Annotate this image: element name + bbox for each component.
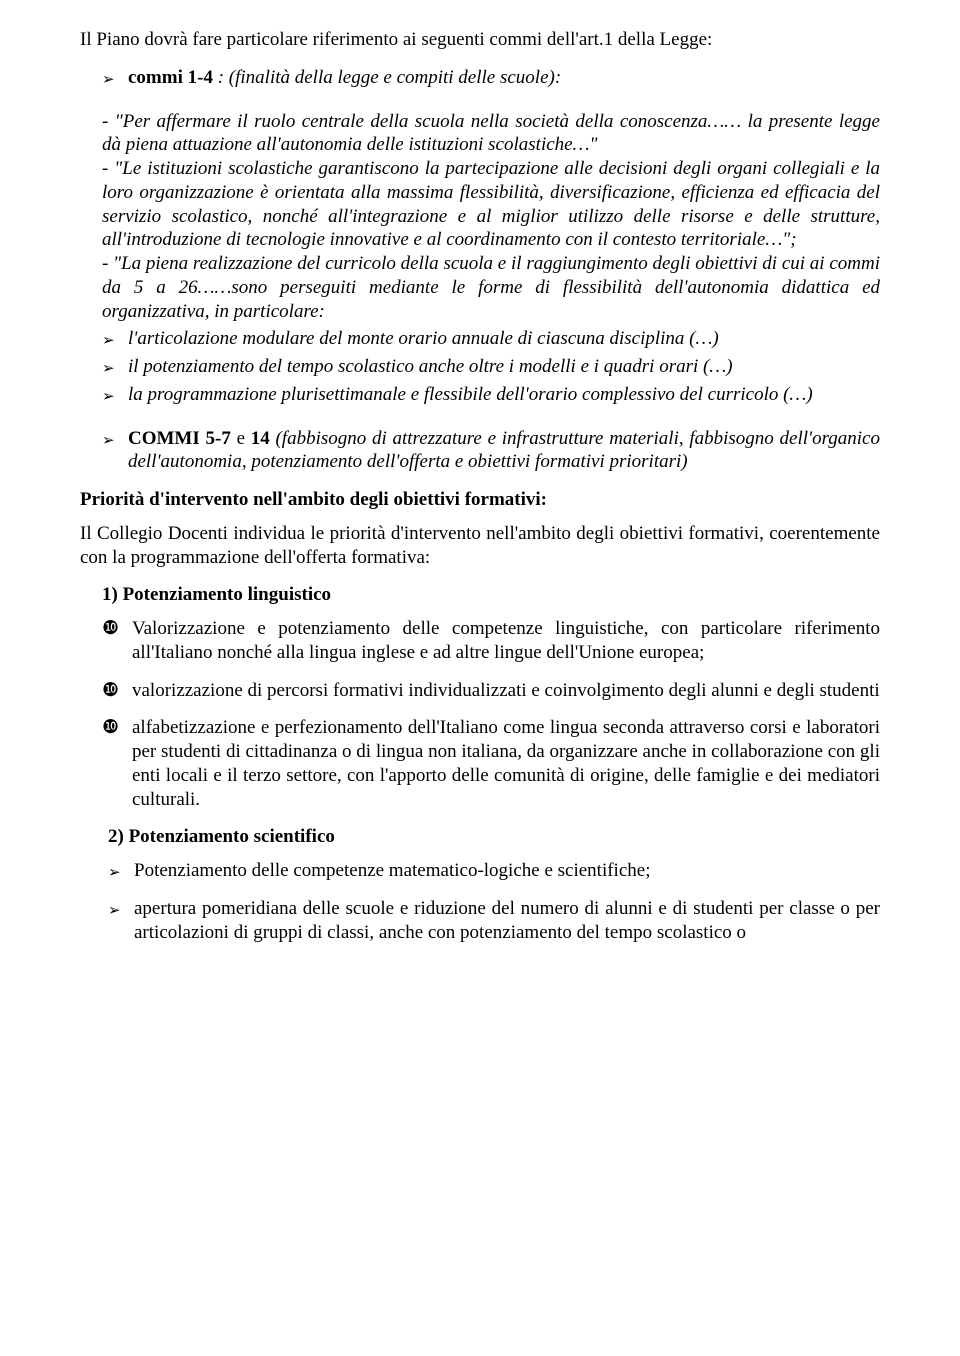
commi-1-4-sub-bullets: ➢ l'articolazione modulare del monte ora… [102,327,880,406]
list-item: ❿ Valorizzazione e potenziamento delle c… [80,617,880,665]
commi-1-4-block: ➢ commi 1-4 : (finalità della legge e co… [80,66,880,90]
commi-1-4-body: - "Per affermare il ruolo centrale della… [102,110,880,407]
arrow-icon: ➢ [102,361,115,377]
commi-1-4-label: commi 1-4 [128,67,213,88]
commi-5-7-mid: e [231,428,251,449]
arrow-icon: ➢ [108,903,121,919]
commi-5-7-label2: 14 [251,428,270,449]
commi-1-4-para-1: - "Per affermare il ruolo centrale della… [102,110,880,158]
bullet-commi-5-7: ➢ COMMI 5-7 e 14 (fabbisogno di attrezza… [102,427,880,475]
arrow-icon: ➢ [102,72,115,88]
section-1-heading: 1) Potenziamento linguistico [102,583,880,607]
section-1-list: ❿ Valorizzazione e potenziamento delle c… [80,617,880,811]
priority-heading: Priorità d'intervento nell'ambito degli … [80,488,880,512]
section-2-list: ➢ Potenziamento delle competenze matemat… [108,859,880,944]
title-paragraph: Il Piano dovrà fare particolare riferime… [80,28,880,52]
circled-icon: ❿ [102,717,119,738]
commi-1-4-suffix: : (finalità della legge e compiti delle … [213,67,561,88]
sub-bullet-text: l'articolazione modulare del monte orari… [128,327,880,351]
sub-bullet: ➢ la programmazione plurisettimanale e f… [102,383,880,407]
sub-bullet-text: la programmazione plurisettimanale e fle… [128,383,880,407]
arrow-icon: ➢ [108,865,121,881]
arrow-icon: ➢ [102,433,115,449]
list-item-text: apertura pomeridiana delle scuole e ridu… [134,897,880,945]
sub-bullet-text: il potenziamento del tempo scolastico an… [128,355,880,379]
arrow-icon: ➢ [102,389,115,405]
list-item-text: Valorizzazione e potenziamento delle com… [132,617,880,665]
sub-bullet: ➢ l'articolazione modulare del monte ora… [102,327,880,351]
commi-1-4-para-3: - "La piena realizzazione del curricolo … [102,252,880,323]
sub-bullet: ➢ il potenziamento del tempo scolastico … [102,355,880,379]
circled-icon: ❿ [102,618,119,639]
list-item: ❿ valorizzazione di percorsi formativi i… [80,679,880,703]
list-item: ➢ Potenziamento delle competenze matemat… [108,859,880,883]
commi-5-7-block: ➢ COMMI 5-7 e 14 (fabbisogno di attrezza… [102,427,880,475]
priority-intro: Il Collegio Docenti individua le priorit… [80,522,880,570]
section-2-heading: 2) Potenziamento scientifico [108,825,880,849]
commi-5-7-label: COMMI 5-7 [128,428,231,449]
list-item-text: valorizzazione di percorsi formativi ind… [132,679,880,703]
list-item: ❿ alfabetizzazione e perfezionamento del… [80,716,880,811]
list-item: ➢ apertura pomeridiana delle scuole e ri… [108,897,880,945]
list-item-text: alfabetizzazione e perfezionamento dell'… [132,716,880,811]
commi-1-4-para-2: - "Le istituzioni scolastiche garantisco… [102,157,880,252]
arrow-icon: ➢ [102,333,115,349]
list-item-text: Potenziamento delle competenze matematic… [134,859,880,883]
bullet-commi-1-4: ➢ commi 1-4 : (finalità della legge e co… [80,66,880,90]
circled-icon: ❿ [102,680,119,701]
